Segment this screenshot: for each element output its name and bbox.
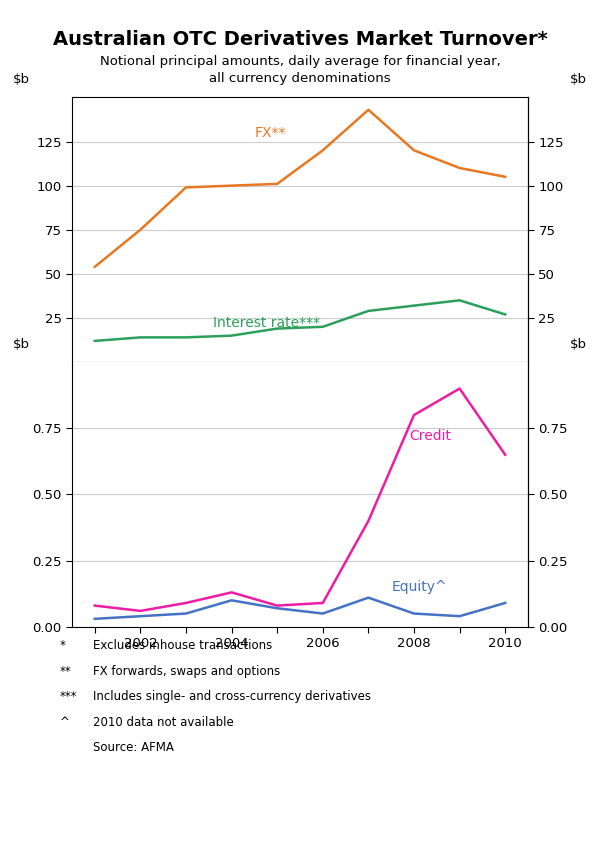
Text: $b: $b [569,74,587,86]
Text: Source: AFMA: Source: AFMA [93,741,174,754]
Text: FX forwards, swaps and options: FX forwards, swaps and options [93,665,280,678]
Text: $b: $b [13,338,31,351]
Text: Includes single- and cross-currency derivatives: Includes single- and cross-currency deri… [93,690,371,703]
Text: $b: $b [13,74,31,86]
Text: 2010 data not available: 2010 data not available [93,716,234,728]
Text: Notional principal amounts, daily average for financial year,
all currency denom: Notional principal amounts, daily averag… [100,55,500,85]
Text: *: * [60,639,66,652]
Text: Interest rate***: Interest rate*** [214,316,320,330]
Text: Excludes inhouse transactions: Excludes inhouse transactions [93,639,272,652]
Text: Equity^: Equity^ [391,580,447,594]
Text: FX**: FX** [254,125,286,140]
Text: $b: $b [569,338,587,351]
Text: ***: *** [60,690,77,703]
Text: Credit: Credit [409,429,451,443]
Text: **: ** [60,665,72,678]
Text: ^: ^ [60,716,70,728]
Text: Australian OTC Derivatives Market Turnover*: Australian OTC Derivatives Market Turnov… [53,30,547,48]
